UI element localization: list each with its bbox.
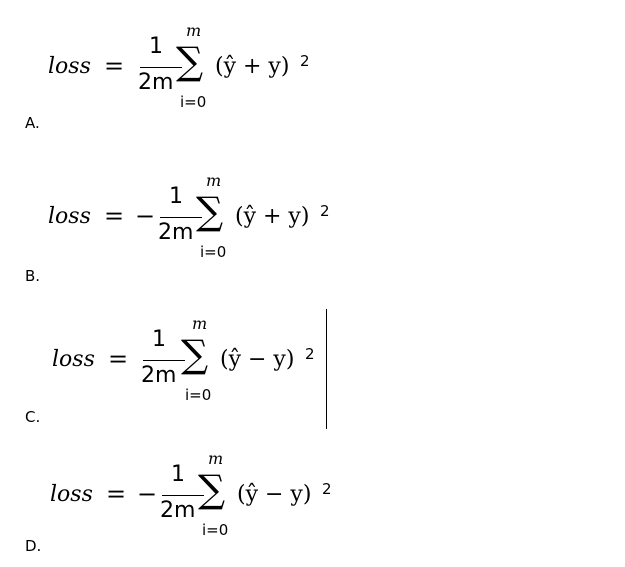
fraction-bar [160, 217, 202, 219]
sum-upper-limit: m [206, 171, 222, 190]
sum-lower-limit: i=0 [185, 386, 212, 404]
lhs-loss: loss [52, 347, 95, 372]
exponent: 2 [305, 345, 315, 363]
sum-expression: (ŷ + y) [235, 204, 310, 229]
fraction-bar [143, 360, 185, 362]
fraction-denominator: 2m [141, 363, 177, 388]
option-b[interactable]: loss = − 1 2m m ∑ i=0 (ŷ + y) 2 B. [0, 140, 625, 285]
option-letter: B. [25, 267, 41, 285]
exponent: 2 [322, 480, 332, 498]
summation-symbol: ∑ [181, 332, 209, 376]
option-letter: A. [25, 114, 40, 132]
minus-sign: − [135, 202, 156, 230]
exponent: 2 [300, 52, 310, 70]
fraction-denominator: 2m [138, 70, 174, 95]
equals-sign: = [104, 202, 125, 230]
lhs-loss: loss [48, 204, 91, 229]
equals-sign: = [104, 52, 125, 80]
fraction-numerator: 1 [171, 462, 185, 487]
sum-lower-limit: i=0 [200, 243, 227, 261]
equals-sign: = [106, 480, 127, 508]
lhs-loss: loss [48, 54, 91, 79]
fraction-numerator: 1 [149, 34, 163, 59]
option-d[interactable]: loss = − 1 2m m ∑ i=0 (ŷ − y) 2 D. [0, 425, 625, 565]
fraction-bar [140, 67, 182, 69]
sum-expression: (ŷ − y) [237, 482, 312, 507]
option-letter: C. [25, 408, 41, 426]
text-cursor-line [326, 309, 328, 429]
sum-lower-limit: i=0 [202, 521, 229, 539]
fraction-denominator: 2m [158, 220, 194, 245]
sum-lower-limit: i=0 [180, 93, 207, 111]
fraction-bar [162, 495, 204, 497]
lhs-loss: loss [50, 482, 93, 507]
summation-symbol: ∑ [198, 467, 226, 511]
exponent: 2 [320, 202, 330, 220]
sum-upper-limit: m [208, 449, 224, 468]
option-a[interactable]: loss = 1 2m m ∑ i=0 (ŷ + y) 2 A. [0, 0, 625, 140]
equals-sign: = [108, 345, 129, 373]
fraction-denominator: 2m [160, 498, 196, 523]
summation-symbol: ∑ [176, 39, 204, 83]
option-letter: D. [25, 537, 42, 555]
summation-symbol: ∑ [196, 189, 224, 233]
fraction-numerator: 1 [169, 184, 183, 209]
sum-expression: (ŷ − y) [220, 347, 295, 372]
sum-upper-limit: m [192, 314, 208, 333]
option-c[interactable]: loss = 1 2m m ∑ i=0 (ŷ − y) 2 C. [0, 285, 625, 429]
sum-upper-limit: m [186, 21, 202, 40]
fraction-numerator: 1 [152, 327, 166, 352]
minus-sign: − [137, 480, 158, 508]
sum-expression: (ŷ + y) [215, 54, 290, 79]
